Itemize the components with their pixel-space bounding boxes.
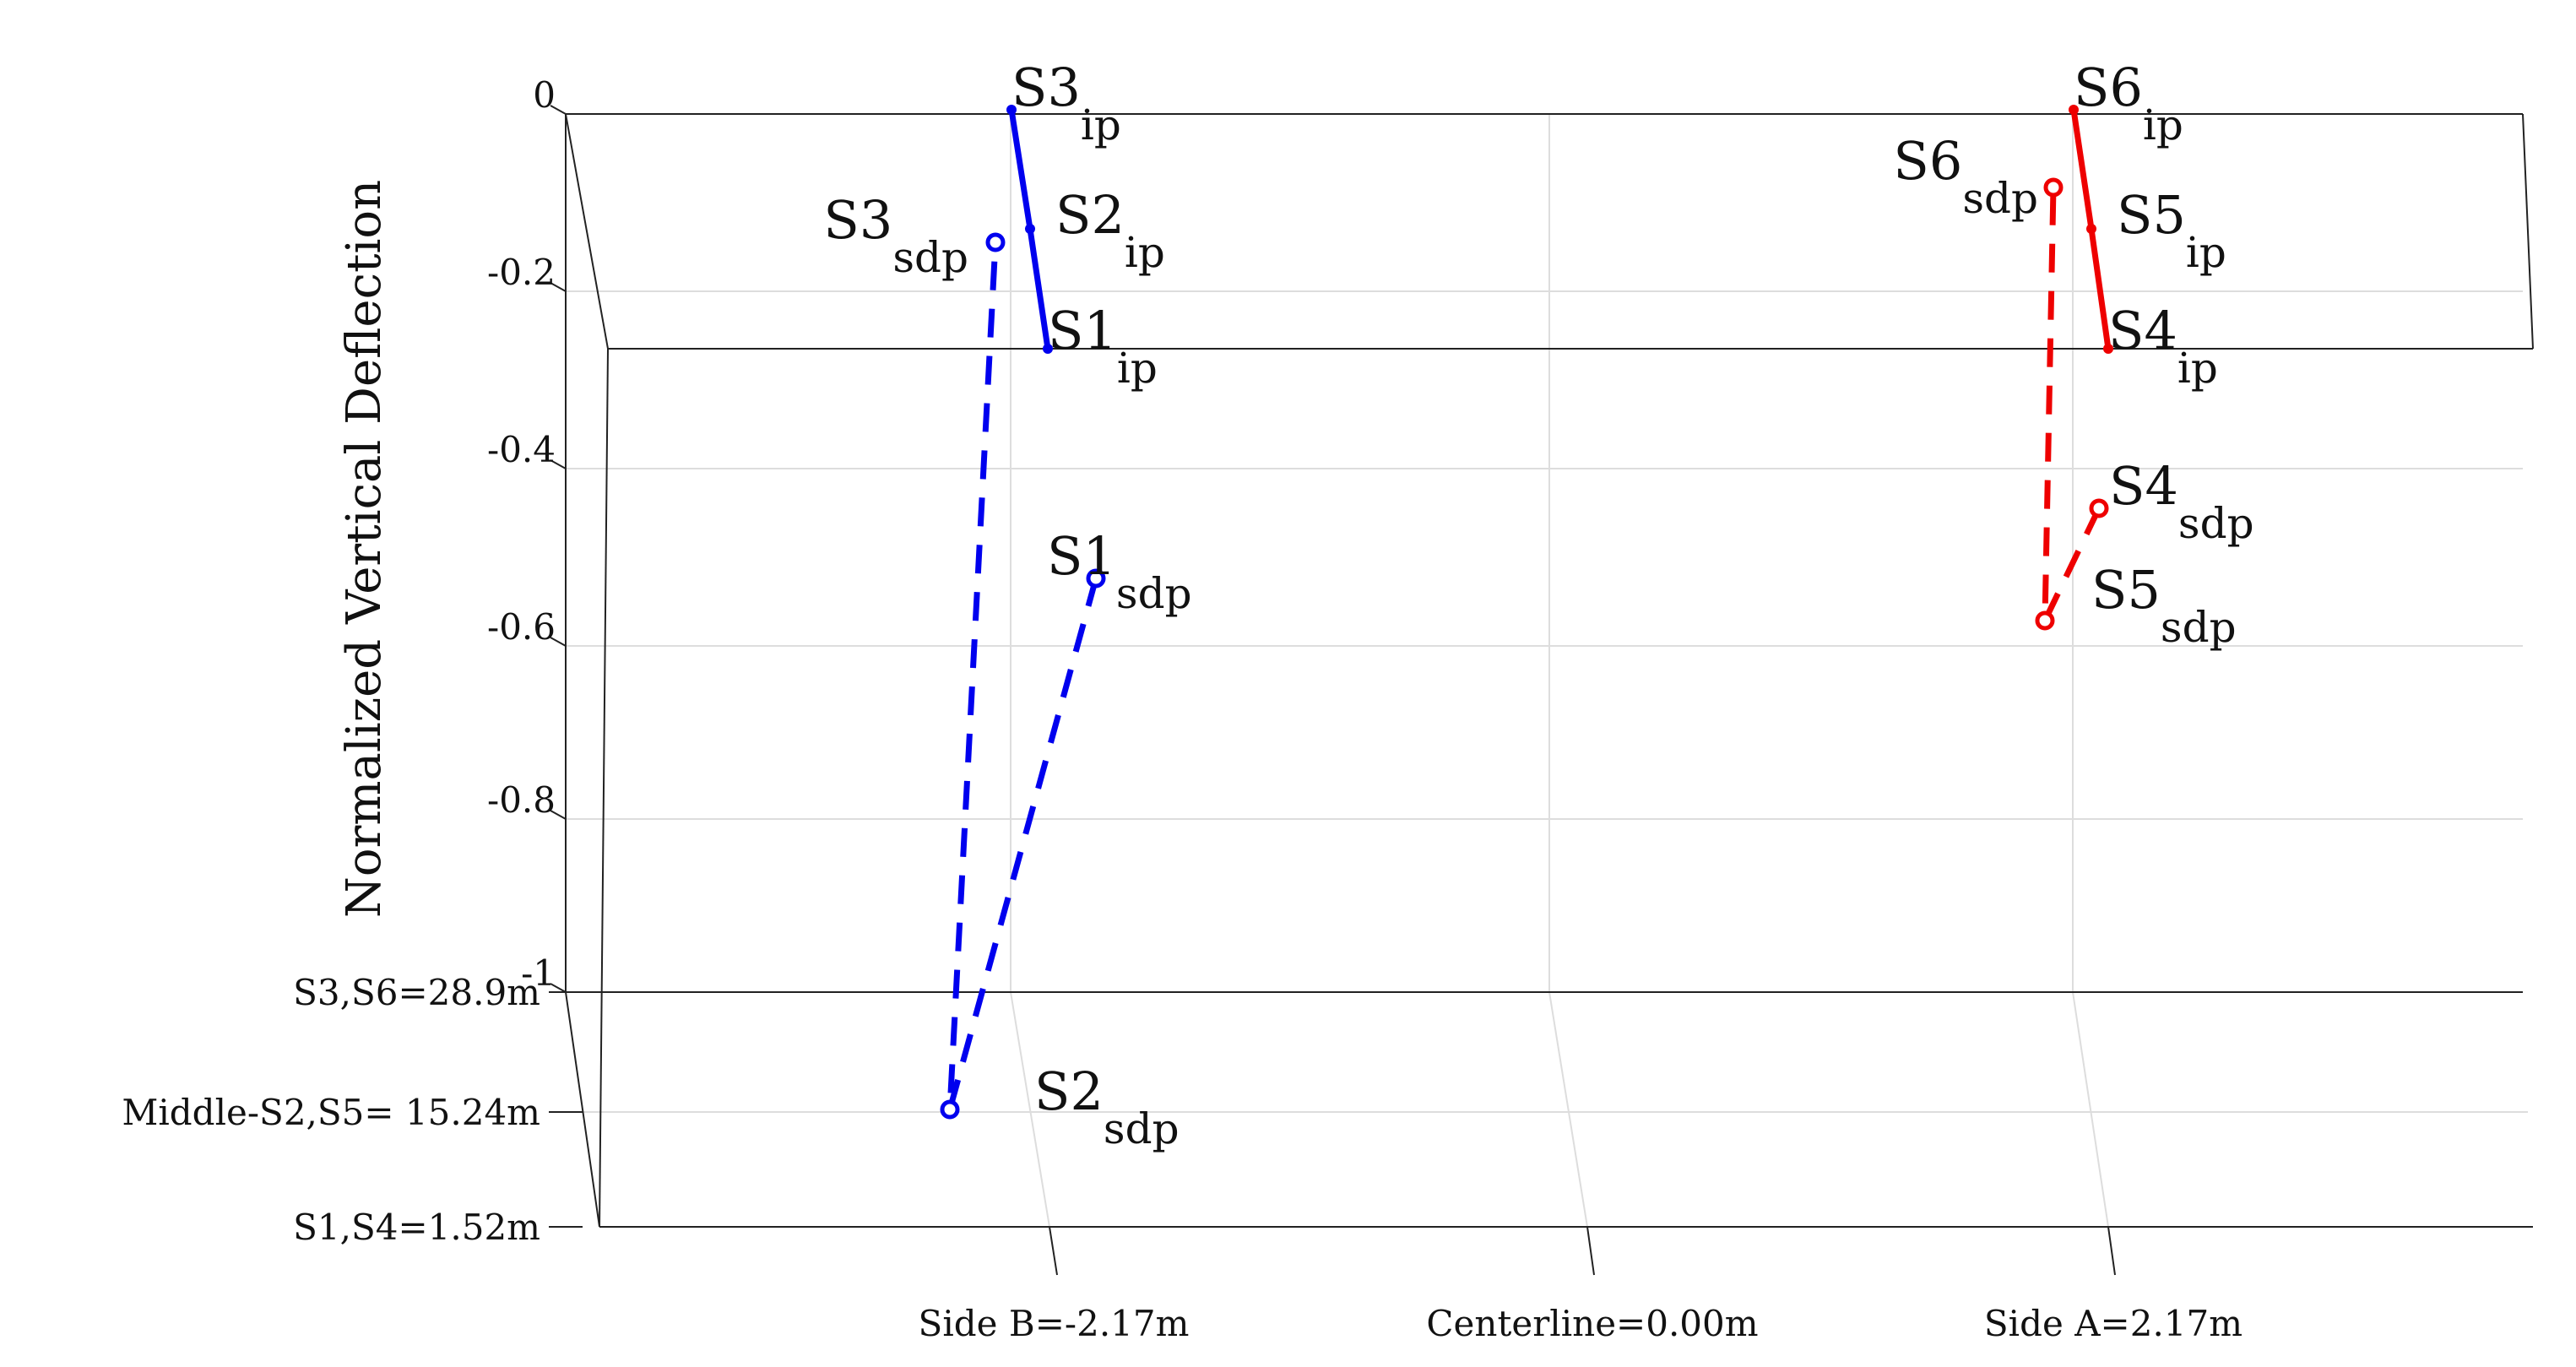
data-point-S2sdp xyxy=(940,1099,960,1120)
y-tick-mark xyxy=(550,637,567,647)
point-label-S3ip: S3ip xyxy=(1011,57,1121,149)
y-tick-label: -0.4 xyxy=(487,429,556,470)
point-label-sub: sdp xyxy=(1962,174,2038,223)
point-label-sub: ip xyxy=(1081,100,1121,149)
point-label-sub: ip xyxy=(2177,344,2218,393)
point-label-sub: sdp xyxy=(1104,1104,1180,1153)
axis-box-edge xyxy=(2522,113,2534,350)
y-tick-label: -0.8 xyxy=(487,779,556,821)
y-tick-label: 0 xyxy=(533,74,556,116)
data-point-S3sdp xyxy=(985,232,1006,252)
y-tick-label: -0.2 xyxy=(487,252,556,293)
point-label-S5sdp: S5sdp xyxy=(2091,559,2237,652)
z-tick-label: S3,S6=28.9m xyxy=(293,972,540,1013)
data-point-S1sdp xyxy=(1086,568,1106,589)
point-label-sub: sdp xyxy=(2178,499,2254,548)
x-tick-label: Side A=2.17m xyxy=(1984,1303,2242,1344)
tick-labels: 0 -0.2 -0.4 -0.6 -0.8 -1S3,S6=28.9m Middle-S2,… xyxy=(122,74,2242,1344)
x-tick-label: Centerline=0.00m xyxy=(1426,1303,1758,1344)
data-point-S4sdp xyxy=(2089,498,2109,518)
point-label-sub: ip xyxy=(2186,228,2226,277)
y-tick-mark xyxy=(550,459,567,469)
point-label-S4ip: S4ip xyxy=(2108,300,2218,393)
point-label-sub: ip xyxy=(1125,228,1165,277)
axis-box-edge xyxy=(599,348,609,1228)
axis-box-edge xyxy=(565,113,609,350)
z-tick-label: S1,S4=1.52m xyxy=(293,1207,540,1248)
x-tick-label: Side B=-2.17m xyxy=(919,1303,1190,1344)
grid-lines xyxy=(566,114,2528,1228)
point-label-S2sdp: S2sdp xyxy=(1034,1061,1180,1153)
grid-line-floor xyxy=(1548,991,1588,1228)
point-label-S1ip: S1ip xyxy=(1048,300,1158,393)
data-point-S4ip xyxy=(2103,344,2113,354)
point-label-sub: sdp xyxy=(892,233,968,282)
point-label-S6ip: S6ip xyxy=(2074,57,2183,149)
axis-box-edge xyxy=(565,991,600,1228)
x-tick-mark xyxy=(1049,1226,1058,1276)
point-labels: S1ip S2ip S3ip S1sdp S2sdp S3sdp S4ip S5ip S6ip S… xyxy=(823,57,2253,1153)
point-label-S6sdp: S6sdp xyxy=(1893,130,2038,223)
series-line-side_b-dashed xyxy=(946,241,1099,1110)
data-point-S2ip xyxy=(1025,224,1035,234)
data-point-S3ip xyxy=(1006,105,1017,115)
y-tick-label: -1 xyxy=(521,952,556,994)
y-tick-mark xyxy=(550,282,567,292)
point-label-sub: sdp xyxy=(2161,603,2237,652)
point-label-S1sdp: S1sdp xyxy=(1047,525,1192,618)
point-label-sub: sdp xyxy=(1116,569,1192,618)
grid-line-floor xyxy=(2072,991,2109,1228)
series-layer xyxy=(940,105,2113,1120)
data-point-S6sdp xyxy=(2043,177,2064,198)
point-label-sub: ip xyxy=(1117,344,1158,393)
x-tick-mark xyxy=(1586,1226,1595,1276)
data-point-S5ip xyxy=(2086,224,2096,234)
y-axis-label: Normalized Vertical Deflection xyxy=(337,180,392,918)
z-tick-label: Middle-S2,S5= 15.24m xyxy=(122,1092,540,1133)
y-tick-label: -0.6 xyxy=(487,606,556,648)
grid-line-floor xyxy=(1010,991,1050,1228)
axes-box xyxy=(565,113,2534,1228)
y-tick-mark xyxy=(550,810,567,820)
point-label-S2ip: S2ip xyxy=(1055,184,1165,277)
point-label-sub: ip xyxy=(2143,100,2183,149)
point-label-S5ip: S5ip xyxy=(2117,184,2226,277)
data-point-S5sdp xyxy=(2035,610,2055,631)
data-point-S1ip xyxy=(1043,344,1053,354)
y-tick-mark xyxy=(550,105,567,115)
point-label-S3sdp: S3sdp xyxy=(823,189,968,282)
x-tick-mark xyxy=(2107,1226,2116,1276)
y-tick-mark xyxy=(550,983,567,993)
data-point-S6ip xyxy=(2069,105,2079,115)
